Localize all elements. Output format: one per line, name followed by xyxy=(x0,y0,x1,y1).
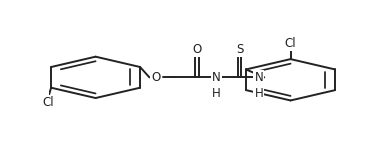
Text: O: O xyxy=(151,71,161,84)
Text: Cl: Cl xyxy=(285,37,296,50)
Text: Cl: Cl xyxy=(42,96,54,109)
Text: N: N xyxy=(254,71,263,85)
Text: H: H xyxy=(212,87,221,100)
Text: S: S xyxy=(236,43,243,56)
Text: N: N xyxy=(212,71,221,85)
Text: O: O xyxy=(193,43,202,56)
Text: H: H xyxy=(254,87,263,100)
